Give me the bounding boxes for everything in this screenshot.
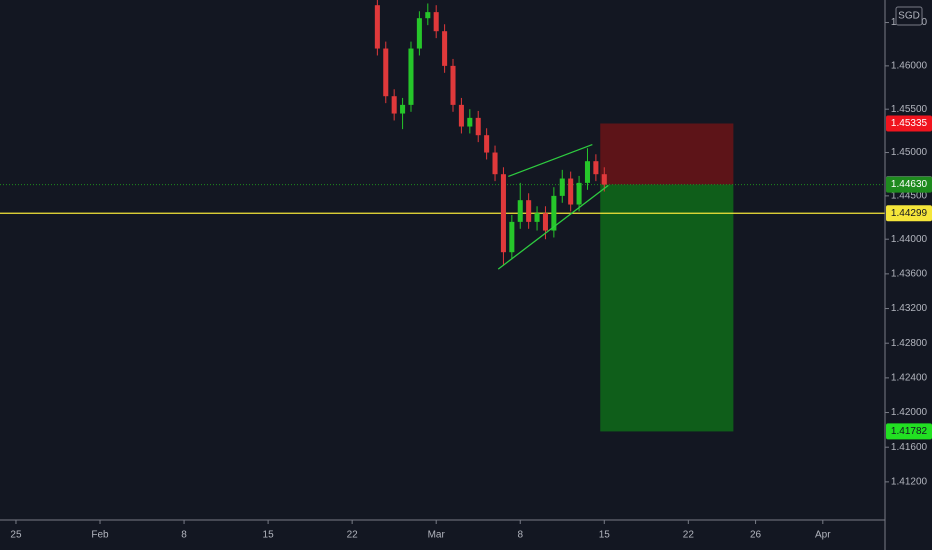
x-tick-label: 15	[599, 530, 611, 541]
candle-body	[584, 161, 590, 183]
candle-body	[408, 48, 414, 105]
candle-body	[593, 161, 599, 175]
candle-body	[542, 213, 548, 231]
price-badge	[886, 176, 932, 193]
price-badge	[886, 423, 932, 440]
candle-body	[576, 182, 582, 205]
candle-body	[391, 96, 397, 114]
price-badge	[886, 115, 932, 132]
candle-body	[458, 104, 464, 127]
x-tick-label: Apr	[815, 530, 831, 541]
candle-body	[526, 200, 532, 222]
x-tick-label: Mar	[428, 530, 446, 541]
y-tick-label: 1.43600	[891, 269, 928, 280]
candle-body	[374, 5, 380, 49]
candle-body	[475, 117, 481, 136]
candle-body	[601, 174, 607, 185]
currency-badge	[895, 6, 923, 26]
candle-body	[433, 12, 439, 32]
candle-body	[450, 65, 456, 105]
currency-label: SGD	[898, 11, 920, 22]
candle-body	[509, 221, 515, 253]
candle-body	[500, 174, 506, 253]
candle-body	[517, 200, 523, 222]
trendline	[497, 184, 609, 270]
candle-body	[492, 152, 498, 175]
y-tick-label: 1.43200	[891, 303, 928, 314]
candle-body	[551, 195, 557, 231]
y-tick-label: 1.41600	[891, 442, 928, 453]
x-tick-label: Feb	[91, 530, 109, 541]
y-tick-label: 1.46000	[891, 61, 928, 72]
x-tick-label: 8	[181, 530, 187, 541]
stop-zone	[600, 123, 734, 185]
y-tick-label: 1.45500	[891, 104, 928, 115]
x-tick-label: 25	[10, 530, 22, 541]
x-tick-label: 22	[347, 530, 359, 541]
axes: 1.465001.460001.455001.450001.445001.440…	[10, 17, 932, 541]
y-tick-label: 1.42800	[891, 338, 928, 349]
price-badge	[886, 205, 932, 222]
price-badge-label: 1.44299	[891, 208, 928, 219]
x-tick-label: 8	[517, 530, 523, 541]
x-tick-label: 15	[263, 530, 275, 541]
plot-area	[0, 0, 885, 432]
candle-body	[442, 31, 448, 66]
price-badge-label: 1.45335	[891, 118, 928, 129]
price-badge-label: 1.41782	[891, 426, 928, 437]
candle-body	[534, 213, 540, 222]
y-tick-label: 1.44500	[891, 191, 928, 202]
candle-body	[568, 178, 574, 205]
y-tick-label: 1.42000	[891, 407, 928, 418]
y-tick-label: 1.42400	[891, 373, 928, 384]
candle-body	[559, 178, 565, 196]
candle-body	[383, 48, 389, 97]
y-tick-label: 1.41200	[891, 477, 928, 488]
x-tick-label: 22	[683, 530, 695, 541]
y-tick-label: 1.44000	[891, 234, 928, 245]
x-tick-label: 26	[750, 530, 762, 541]
candle-body	[400, 104, 406, 114]
price-badge-label: 1.44630	[891, 179, 928, 190]
candle-body	[467, 117, 473, 127]
candle-body	[416, 18, 422, 49]
trendline	[508, 143, 593, 178]
candle-body	[484, 135, 490, 153]
candle-body	[425, 12, 431, 19]
y-tick-label: 1.45000	[891, 147, 928, 158]
target-zone	[600, 184, 734, 432]
